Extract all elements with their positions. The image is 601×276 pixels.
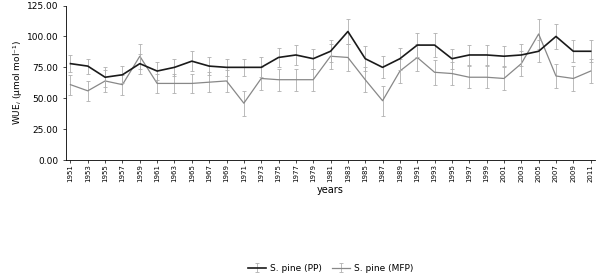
Legend: S. pine (PP), S. pine (MFP): S. pine (PP), S. pine (MFP) [244, 261, 417, 276]
X-axis label: years: years [317, 185, 344, 195]
Y-axis label: WUE$_i$ (μmol mol⁻¹): WUE$_i$ (μmol mol⁻¹) [11, 40, 24, 125]
